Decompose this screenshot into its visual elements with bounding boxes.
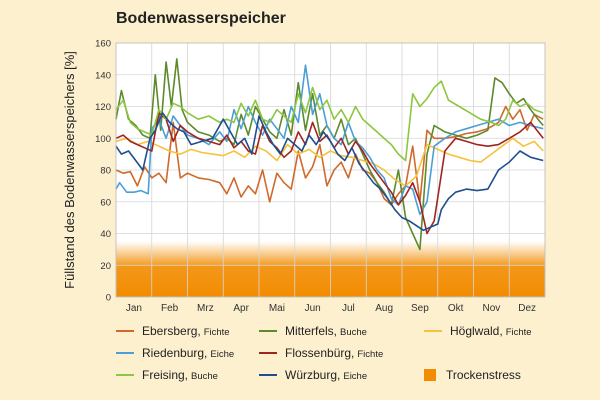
y-tick-label: 160 bbox=[95, 39, 111, 50]
x-tick-label: Jun bbox=[305, 303, 321, 314]
legend-swatch bbox=[259, 374, 277, 376]
y-tick-label: 80 bbox=[100, 166, 111, 177]
legend-species: Fichte bbox=[203, 326, 230, 338]
series-line-flossenbrg bbox=[115, 112, 544, 235]
legend-species: Buche bbox=[340, 326, 367, 338]
legend-label: Würzburg, bbox=[285, 368, 341, 382]
series-line-ebersberg bbox=[115, 105, 544, 206]
chart-title: Bodenwasserspeicher bbox=[116, 10, 286, 27]
legend-swatch bbox=[259, 352, 277, 354]
series-line-mitterfels bbox=[115, 58, 544, 251]
legend-swatch bbox=[259, 330, 277, 332]
legend-item: Höglwald, Fichte bbox=[424, 324, 532, 338]
x-tick-label: Feb bbox=[161, 303, 179, 314]
y-tick-label: 20 bbox=[100, 261, 111, 272]
legend-swatch bbox=[116, 330, 134, 332]
legend-species: Eiche bbox=[210, 348, 235, 360]
y-tick-label: 120 bbox=[95, 102, 111, 113]
legend-label: Riedenburg, bbox=[142, 346, 208, 360]
legend-species: Fichte bbox=[357, 348, 384, 360]
series-line-riedenburg bbox=[115, 64, 544, 216]
legend-label: Mitterfels, bbox=[285, 324, 338, 338]
legend-species: Eiche bbox=[343, 370, 368, 382]
legend-item: Ebersberg, Fichte bbox=[116, 324, 230, 338]
x-tick-label: Nov bbox=[482, 303, 500, 314]
series-line-wrzburg bbox=[115, 112, 544, 232]
y-tick-label: 60 bbox=[100, 197, 111, 208]
legend-label: Höglwald, bbox=[450, 324, 503, 338]
series-line-freising bbox=[115, 80, 544, 162]
x-tick-label: Jan bbox=[126, 303, 142, 314]
x-tick-label: Sep bbox=[411, 303, 429, 314]
legend-item: Riedenburg, Eiche bbox=[116, 346, 234, 360]
legend-label: Flossenbürg, bbox=[285, 346, 355, 360]
plot-frame bbox=[115, 42, 546, 298]
legend-item: Flossenbürg, Fichte bbox=[259, 346, 383, 360]
y-axis-label: Füllstand des Bodenwasserspeichers [%] bbox=[62, 51, 77, 289]
legend-species: Buche bbox=[191, 370, 218, 382]
y-tick-label: 40 bbox=[100, 229, 111, 240]
x-tick-label: Mai bbox=[269, 303, 285, 314]
x-tick-label: Jul bbox=[342, 303, 355, 314]
legend-swatch bbox=[424, 330, 442, 332]
y-tick-label: 140 bbox=[95, 70, 111, 81]
legend-item: Freising, Buche bbox=[116, 368, 218, 382]
legend-item: Trockenstress bbox=[424, 368, 521, 382]
x-tick-label: Okt bbox=[448, 303, 464, 314]
legend-label: Trockenstress bbox=[446, 368, 521, 382]
legend-swatch bbox=[116, 352, 134, 354]
legend-swatch bbox=[116, 374, 134, 376]
legend-item: Würzburg, Eiche bbox=[259, 368, 367, 382]
x-tick-label: Mrz bbox=[197, 303, 214, 314]
legend-species: Fichte bbox=[505, 326, 532, 338]
legend-label: Freising, bbox=[142, 368, 189, 382]
x-tick-label: Aug bbox=[375, 303, 393, 314]
legend-item: Mitterfels, Buche bbox=[259, 324, 367, 338]
series-line-hglwald bbox=[115, 137, 544, 187]
x-tick-label: Dez bbox=[518, 303, 536, 314]
y-tick-label: 100 bbox=[95, 134, 111, 145]
x-tick-label: Apr bbox=[233, 303, 249, 314]
legend-label: Ebersberg, bbox=[142, 324, 201, 338]
legend-swatch bbox=[424, 369, 436, 381]
y-tick-label: 0 bbox=[106, 293, 111, 304]
